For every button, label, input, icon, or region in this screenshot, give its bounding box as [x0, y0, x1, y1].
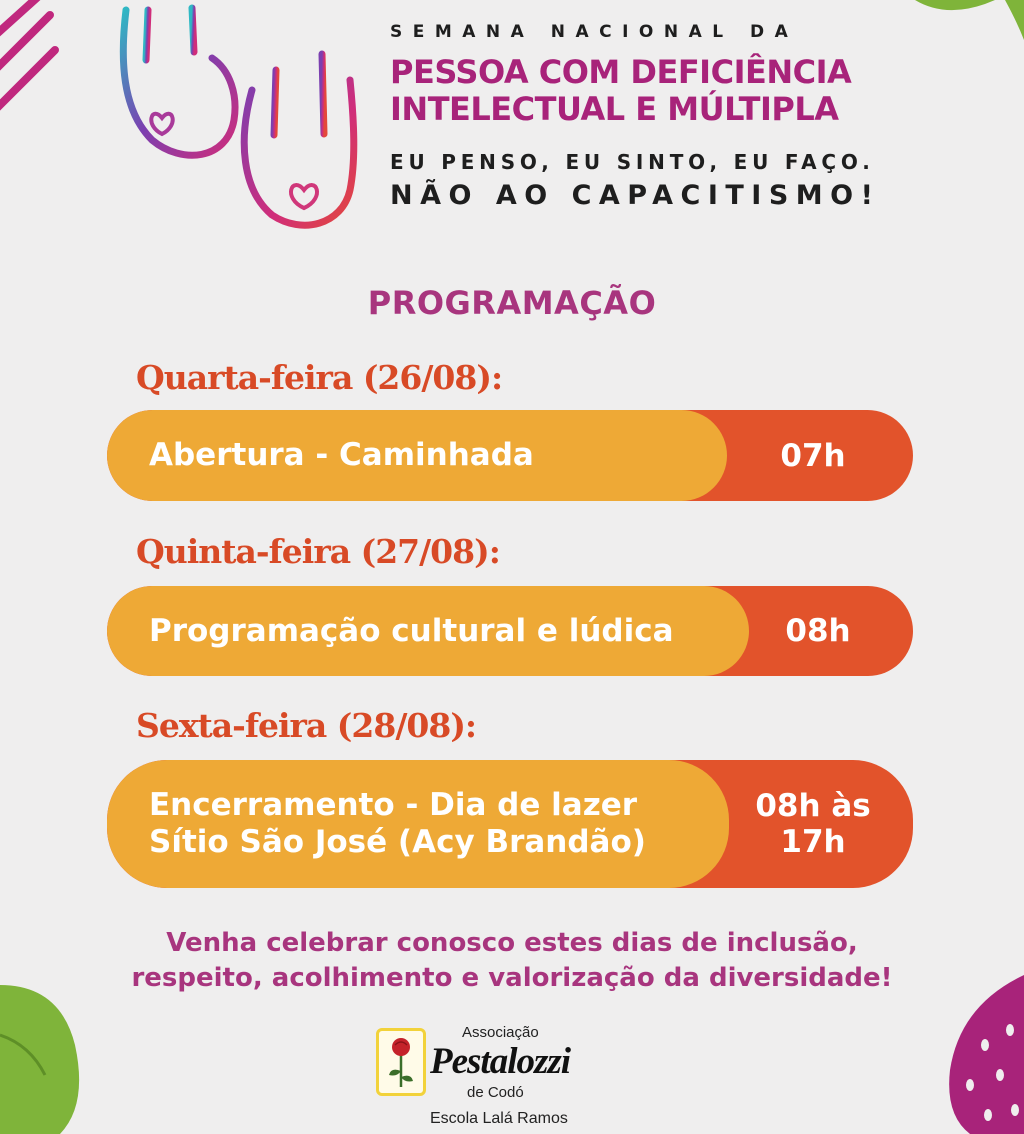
event-time: 07h	[780, 437, 846, 474]
logo-association: Associação	[462, 1024, 539, 1041]
schedule-item-closing: Encerramento - Dia de lazer Sítio São Jo…	[107, 760, 913, 888]
event-name-line2: Sítio São José (Acy Brandão)	[149, 824, 646, 860]
event-header: SEMANA NACIONAL DA PESSOA COM DEFICIÊNCI…	[390, 22, 910, 211]
organization-logo: Associação Pestalozzi de Codó Escola Lal…	[372, 1022, 602, 1132]
event-name: Encerramento - Dia de lazer Sítio São Jo…	[107, 787, 646, 861]
decorative-leaf-top-right	[915, 0, 1024, 40]
event-time-line2: 17h	[780, 824, 846, 860]
rose-icon	[376, 1028, 426, 1096]
event-time-line1: 08h às	[755, 788, 871, 824]
logo-city: de Codó	[467, 1084, 524, 1101]
decorative-leaf-bottom-left	[0, 985, 80, 1134]
logo-school: Escola Lalá Ramos	[430, 1110, 568, 1127]
program-title: PROGRAMAÇÃO	[367, 284, 657, 322]
hand-heart-icon-right	[240, 46, 358, 229]
invitation-text: Venha celebrar conosco estes dias de inc…	[0, 926, 1024, 996]
event-name-line1: Encerramento - Dia de lazer	[149, 787, 638, 823]
day-label-thursday: Quinta-feira (27/08):	[136, 532, 501, 571]
header-title-line1: PESSOA COM DEFICIÊNCIA	[390, 53, 852, 91]
schedule-item-cultural: Programação cultural e lúdica 08h	[107, 586, 913, 676]
header-title-line2: INTELECTUAL E MÚLTIPLA	[390, 90, 839, 128]
header-slogan-line1: EU PENSO, EU SINTO, EU FAÇO.	[390, 150, 875, 174]
header-slogan-line2: NÃO AO CAPACITISMO!	[390, 180, 881, 211]
invitation-line1: Venha celebrar conosco estes dias de inc…	[166, 928, 858, 958]
event-name: Programação cultural e lúdica	[149, 612, 674, 649]
decorative-strokes-top-left	[0, 0, 59, 111]
event-name: Abertura - Caminhada	[149, 437, 534, 473]
hand-heart-icon-left	[119, 2, 239, 159]
invitation-line2: respeito, acolhimento e valorização da d…	[131, 963, 893, 993]
schedule-item-opening: Abertura - Caminhada 07h	[107, 410, 913, 501]
logo-name: Pestalozzi	[430, 1041, 571, 1082]
day-label-wednesday: Quarta-feira (26/08):	[136, 358, 503, 397]
decorative-fruit-bottom-right	[949, 975, 1024, 1134]
day-label-friday: Sexta-feira (28/08):	[136, 706, 477, 745]
header-eyebrow: SEMANA NACIONAL DA	[390, 22, 799, 42]
event-time: 08h	[785, 613, 851, 649]
event-time: 08h às 17h	[713, 760, 913, 888]
